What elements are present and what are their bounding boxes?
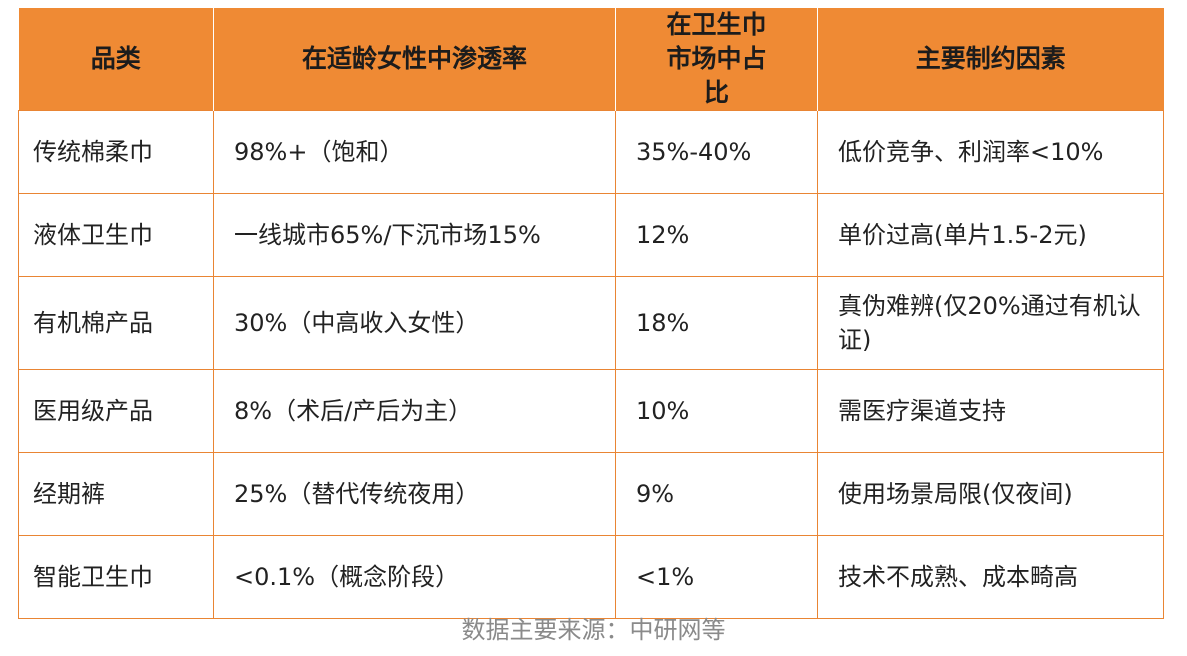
header-constraints: 主要制约因素 xyxy=(817,8,1164,111)
table-row: 经期裤 25%（替代传统夜用） 9% 使用场景局限(仅夜间) xyxy=(18,452,1164,536)
source-caption: 数据主要来源：中研网等 xyxy=(461,616,726,644)
table-row: 医用级产品 8%（术后/产后为主） 10% 需医疗渠道支持 xyxy=(18,369,1164,453)
cell-penetration: 一线城市65%/下沉市场15% xyxy=(213,193,616,277)
cell-penetration: <0.1%（概念阶段） xyxy=(213,535,616,619)
cell-constraints: 技术不成熟、成本畸高 xyxy=(817,535,1164,619)
header-penetration: 在适龄女性中渗透率 xyxy=(213,8,616,111)
table-row: 智能卫生巾 <0.1%（概念阶段） <1% 技术不成熟、成本畸高 xyxy=(18,535,1164,619)
cell-category: 传统棉柔巾 xyxy=(18,110,214,194)
cell-penetration: 30%（中高收入女性） xyxy=(213,276,616,370)
cell-penetration: 98%+（饱和） xyxy=(213,110,616,194)
cell-penetration: 25%（替代传统夜用） xyxy=(213,452,616,536)
cell-market-share: 12% xyxy=(615,193,818,277)
header-market-share: 在卫生巾市场中占比 xyxy=(615,8,818,111)
cell-constraints: 真伪难辨(仅20%通过有机认证) xyxy=(817,276,1164,370)
cell-category: 经期裤 xyxy=(18,452,214,536)
cell-constraints: 使用场景局限(仅夜间) xyxy=(817,452,1164,536)
cell-market-share: 18% xyxy=(615,276,818,370)
cell-category: 有机棉产品 xyxy=(18,276,214,370)
cell-constraints: 需医疗渠道支持 xyxy=(817,369,1164,453)
table-header-row: 品类 在适龄女性中渗透率 在卫生巾市场中占比 主要制约因素 xyxy=(18,8,1164,111)
cell-market-share: 9% xyxy=(615,452,818,536)
cell-category: 医用级产品 xyxy=(18,369,214,453)
cell-market-share: 35%-40% xyxy=(615,110,818,194)
cell-category: 智能卫生巾 xyxy=(18,535,214,619)
cell-category: 液体卫生巾 xyxy=(18,193,214,277)
table-row: 有机棉产品 30%（中高收入女性） 18% 真伪难辨(仅20%通过有机认证) xyxy=(18,276,1164,370)
cell-market-share: 10% xyxy=(615,369,818,453)
header-category: 品类 xyxy=(18,8,214,111)
table-row: 液体卫生巾 一线城市65%/下沉市场15% 12% 单价过高(单片1.5-2元) xyxy=(18,193,1164,277)
cell-penetration: 8%（术后/产后为主） xyxy=(213,369,616,453)
cell-market-share: <1% xyxy=(615,535,818,619)
data-table-container: 品类 在适龄女性中渗透率 在卫生巾市场中占比 主要制约因素 传统棉柔巾 98%+… xyxy=(18,8,1164,619)
table-row: 传统棉柔巾 98%+（饱和） 35%-40% 低价竞争、利润率<10% xyxy=(18,110,1164,194)
cell-constraints: 单价过高(单片1.5-2元) xyxy=(817,193,1164,277)
cell-constraints: 低价竞争、利润率<10% xyxy=(817,110,1164,194)
data-table: 品类 在适龄女性中渗透率 在卫生巾市场中占比 主要制约因素 传统棉柔巾 98%+… xyxy=(18,8,1164,619)
